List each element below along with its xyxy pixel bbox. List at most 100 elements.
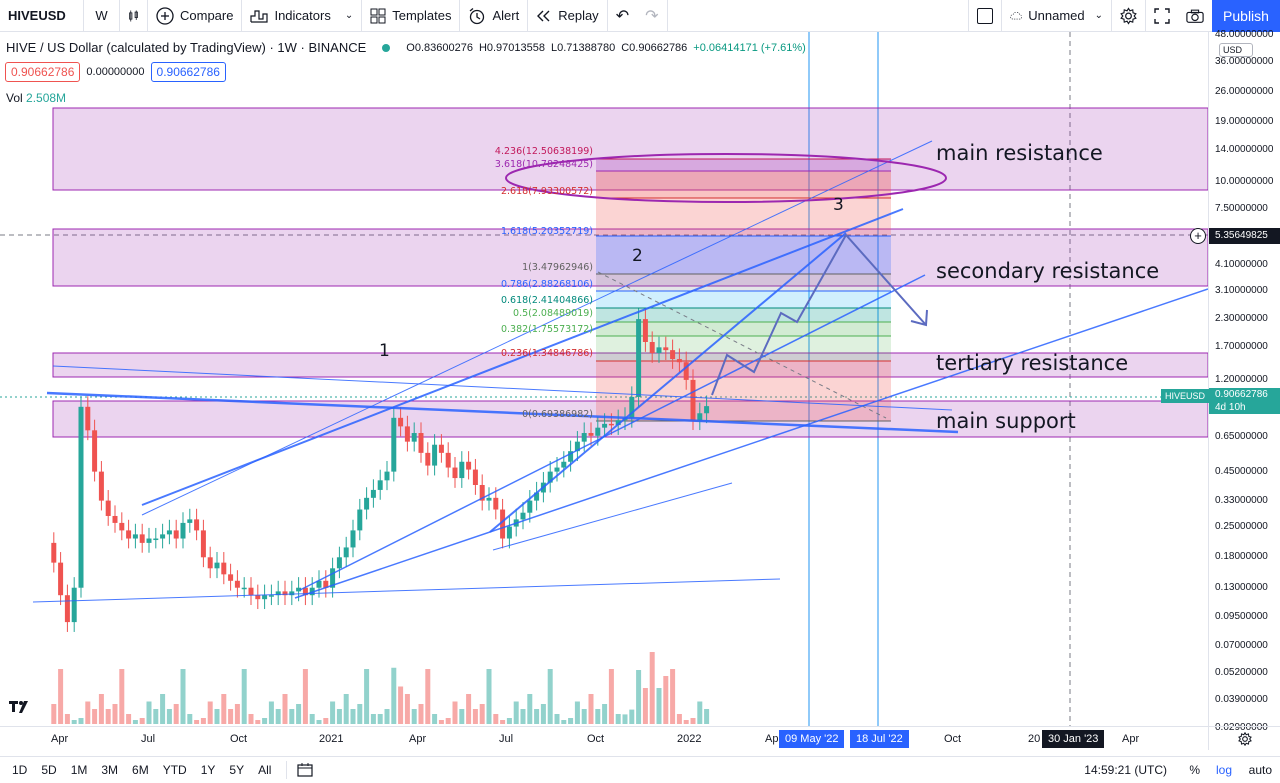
range-button[interactable]: 5D <box>41 763 57 777</box>
volume-label: Vol <box>6 91 23 105</box>
time-tick: 2022 <box>677 733 702 745</box>
volume-bar <box>275 709 281 724</box>
chart-type-button[interactable] <box>120 0 148 32</box>
percent-toggle[interactable]: % <box>1189 763 1200 777</box>
fib-trend-dashed <box>597 271 887 419</box>
volume-bar <box>78 718 84 724</box>
price-tick: 19.00000000 <box>1215 115 1274 127</box>
annotation-secondary-resistance[interactable]: secondary resistance <box>936 259 1160 283</box>
interval-button[interactable]: W <box>84 0 120 32</box>
indicators-button[interactable]: Indicators ⌄ <box>242 0 363 32</box>
templates-button[interactable]: Templates <box>362 0 461 32</box>
annotation-tertiary-resistance[interactable]: tertiary resistance <box>936 351 1129 375</box>
range-button[interactable]: 3M <box>101 763 119 777</box>
replay-button[interactable]: Replay <box>528 0 608 32</box>
candle-body <box>656 347 662 354</box>
range-button[interactable]: 6M <box>132 763 149 777</box>
wave-label-2[interactable]: 2 <box>632 246 643 266</box>
range-button[interactable]: 1Y <box>200 763 216 777</box>
volume-bar <box>302 669 308 724</box>
price-tick: 0.09500000 <box>1215 611 1268 623</box>
axis-settings-button[interactable] <box>1208 726 1280 750</box>
annotation-main-resistance[interactable]: main resistance <box>936 141 1103 165</box>
price-axis[interactable]: 48.00000000 36.00000000 26.00000000 19.0000… <box>1161 29 1280 733</box>
candle-body <box>398 417 404 427</box>
settings-button[interactable] <box>1112 0 1146 32</box>
replay-icon <box>537 10 550 21</box>
fib-label: 2.618(7.93300572) <box>500 186 593 197</box>
candle-body <box>92 430 98 472</box>
candle-body <box>119 522 125 531</box>
candle-body <box>126 530 132 539</box>
sell-button[interactable]: 0.90662786 <box>5 62 81 82</box>
range-button[interactable]: All <box>258 763 272 777</box>
rising-support-trendline <box>489 232 847 533</box>
volume-bar <box>636 670 642 724</box>
price-tick: 1.70000000 <box>1215 341 1268 353</box>
indicators-icon <box>250 9 269 23</box>
volume-bar <box>309 714 315 724</box>
symbol-title: HIVE / US Dollar (calculated by TradingV… <box>6 40 367 55</box>
snapshot-button[interactable] <box>1178 0 1212 32</box>
range-button[interactable]: 1M <box>70 763 88 777</box>
candle-body <box>534 492 540 501</box>
undo-button[interactable]: ↶ <box>608 0 637 32</box>
chart-canvas[interactable] <box>0 32 1208 726</box>
candle-body <box>608 423 614 426</box>
candle-body <box>343 547 349 558</box>
volume-bar <box>139 718 145 724</box>
tradingview-logo-icon[interactable] <box>8 698 32 718</box>
redo-button[interactable]: ↷ <box>637 0 668 32</box>
cloud-icon <box>1010 11 1022 19</box>
candle-body <box>78 406 84 588</box>
candle-body <box>547 471 553 483</box>
camera-icon <box>1186 9 1204 23</box>
square-icon <box>977 7 993 24</box>
fib-band <box>596 274 891 291</box>
publish-button[interactable]: Publish <box>1212 0 1280 32</box>
volume-bar <box>330 701 336 724</box>
fib-extension <box>596 158 891 422</box>
compare-button[interactable]: Compare <box>148 0 243 32</box>
candle-body <box>404 426 410 442</box>
time-axis[interactable]: AprJulOct2021AprJulOct2022AprJulOct20Apr… <box>0 726 1208 750</box>
auto-toggle[interactable]: auto <box>1248 763 1272 777</box>
buy-button[interactable]: 0.90662786 <box>150 62 226 82</box>
utc-clock[interactable]: 14:59:21 (UTC) <box>1084 763 1167 777</box>
fullscreen-layout-button[interactable] <box>968 0 1002 32</box>
symbol-search-button[interactable]: HIVEUSD <box>0 0 84 32</box>
wave-label-1[interactable]: 1 <box>379 341 390 361</box>
range-button[interactable]: YTD <box>162 763 187 777</box>
layout-name-button[interactable]: Unnamed ⌄ <box>1002 0 1112 32</box>
price-tick: 0.03900000 <box>1215 694 1268 706</box>
range-button[interactable]: 5Y <box>229 763 245 777</box>
volume-bar <box>642 688 648 724</box>
volume-bar <box>241 669 247 724</box>
goto-date-icon[interactable] <box>297 763 314 777</box>
symbol-label: HIVEUSD <box>8 8 66 23</box>
price-tick: 1.20000000 <box>1215 373 1268 385</box>
fullscreen-button[interactable] <box>1146 0 1178 32</box>
volume-bar <box>486 669 492 724</box>
fib-label: 0.618(2.41404866) <box>500 295 593 306</box>
volume-bar <box>554 714 560 724</box>
volume-bar <box>649 652 655 724</box>
annotation-main-support[interactable]: main support <box>936 409 1076 433</box>
wave-label-3[interactable]: 3 <box>833 195 844 215</box>
range-button[interactable]: 1D <box>12 763 28 777</box>
add-alert-plus-icon[interactable]: + <box>1190 228 1206 244</box>
currency-select[interactable]: USD <box>1219 43 1253 57</box>
candle-body <box>105 500 111 516</box>
price-tick: 3.10000000 <box>1215 285 1268 297</box>
candle-body <box>493 497 499 510</box>
fib-band <box>596 198 891 236</box>
candle-body <box>520 512 526 520</box>
price-tick: 26.00000000 <box>1215 86 1274 98</box>
log-toggle[interactable]: log <box>1215 763 1232 777</box>
candle-body <box>166 530 172 535</box>
candle-body <box>588 433 594 436</box>
alert-button[interactable]: Alert <box>460 0 529 32</box>
candle-body <box>275 591 281 596</box>
candle-body <box>459 461 465 479</box>
candle-body <box>663 347 669 351</box>
